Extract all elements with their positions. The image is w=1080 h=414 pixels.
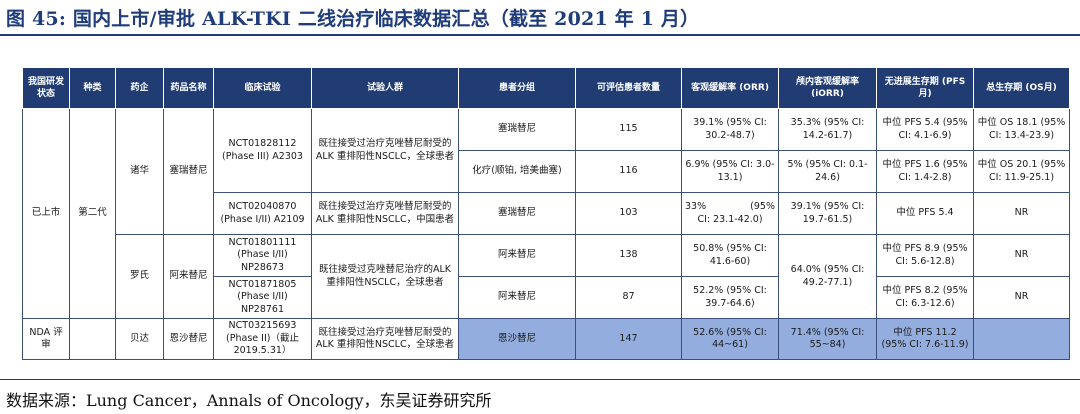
title-divider xyxy=(0,34,1080,36)
type-cell xyxy=(69,318,116,360)
pfs-cell: 中位 PFS 5.4 (95% CI: 4.1-6.9) xyxy=(876,108,974,151)
orr-cell: 52.6% (95% CI: 44~61) xyxy=(681,318,779,360)
header-os: 总生存期 (OS月) xyxy=(973,67,1070,109)
n-cell: 138 xyxy=(575,234,682,277)
header-row: 我国研发状态 种类 药企 药品名称 临床试验 试验人群 患者分组 可评估患者数量… xyxy=(22,67,1070,109)
os-cell: 中位 OS 20.1 (95% CI: 11.9-25.1) xyxy=(973,150,1070,193)
orr-cell: 39.1% (95% CI: 30.2-48.7) xyxy=(681,108,779,151)
population-cell: 既往接受过治疗克唑替尼耐受的 ALK 重排阳性NSCLC，中国患者 xyxy=(311,192,459,235)
table-row: 罗氏 阿来替尼 NCT01801111 (Phase I/II) NP28673… xyxy=(23,234,1070,319)
iorr-cell: 71.4% (95% CI: 55~84) xyxy=(778,318,877,360)
drug-cell: 塞瑞替尼 xyxy=(163,108,214,235)
ceritinib-alectinib-ensartinib-clinical-table: 我国研发状态 种类 药企 药品名称 临床试验 试验人群 患者分组 可评估患者数量… xyxy=(22,67,1070,360)
type-cell: 第二代 xyxy=(69,108,116,319)
company-cell: 罗氏 xyxy=(115,234,164,319)
os-cell: NR xyxy=(973,276,1070,319)
orr-ci-prefix: (95% xyxy=(750,201,775,212)
orr-value: 33% xyxy=(685,201,707,212)
drug-cell: 恩沙替尼 xyxy=(163,318,214,360)
population-cell: 既往接受过克唑替尼治疗的ALK 重排阳性NSCLC，全球患者 xyxy=(311,234,459,319)
group-cell: 塞瑞替尼 xyxy=(458,108,576,151)
group-cell: 化疗(顺铂, 培美曲塞) xyxy=(458,150,576,193)
orr-ci: CI: 23.1-42.0) xyxy=(697,213,763,225)
table-row: NCT02040870 (Phase I/II) A2109 既往接受过治疗克唑… xyxy=(23,192,1070,235)
pfs-cell: 中位 PFS 8.9 (95% CI: 5.6-12.8) xyxy=(876,234,974,277)
status-cell: 已上市 xyxy=(22,108,70,319)
group-cell: 塞瑞替尼 xyxy=(458,192,576,235)
table-row: 化疗(顺铂, 培美曲塞) 116 6.9% (95% CI: 3.0-13.1)… xyxy=(23,150,1070,193)
orr-cell: 6.9% (95% CI: 3.0-13.1) xyxy=(681,150,779,193)
trial-cell: NCT01828112 (Phase III) A2303 xyxy=(213,108,312,193)
iorr-cell: 39.1% (95% CI: 19.7-61.5) xyxy=(778,192,877,235)
group-cell: 阿来替尼 xyxy=(458,234,576,277)
source-note: 数据来源：Lung Cancer，Annals of Oncology，东吴证券… xyxy=(6,391,492,410)
n-cell: 116 xyxy=(575,150,682,193)
population-cell: 既往接受过治疗克唑替尼耐受的 ALK 重排阳性NSCLC，全球患者 xyxy=(311,318,459,360)
header-status: 我国研发状态 xyxy=(22,67,70,109)
group-cell: 阿来替尼 xyxy=(458,276,576,319)
trial-cell: NCT01871805 (Phase I/II) NP28761 xyxy=(213,276,312,319)
header-company: 药企 xyxy=(115,67,164,109)
trial-cell: NCT02040870 (Phase I/II) A2109 xyxy=(213,192,312,235)
trial-cell: NCT01801111 (Phase I/II) NP28673 xyxy=(213,234,312,277)
header-group: 患者分组 xyxy=(458,67,576,109)
header-drug: 药品名称 xyxy=(163,67,214,109)
table-row: 已上市 第二代 诸华 塞瑞替尼 NCT01828112 (Phase III) … xyxy=(22,108,1070,319)
os-cell: NR xyxy=(973,234,1070,277)
n-cell: 147 xyxy=(575,318,682,360)
iorr-cell: 64.0% (95% CI: 49.2-77.1) xyxy=(778,234,877,319)
company-cell: 诸华 xyxy=(115,108,164,235)
os-cell: NR xyxy=(973,192,1070,235)
os-cell: 中位 OS 18.1 (95% CI: 13.4-23.9) xyxy=(973,108,1070,151)
orr-cell: 52.2% (95% CI: 39.7-64.6) xyxy=(681,276,779,319)
pfs-cell: 中位 PFS 11.2 (95% CI: 7.6-11.9) xyxy=(876,318,974,360)
iorr-cell: 35.3% (95% CI: 14.2-61.7) xyxy=(778,108,877,151)
header-population: 试验人群 xyxy=(311,67,459,109)
table-row: NDA 评审 贝达 恩沙替尼 NCT03215693 (Phase II)（截止… xyxy=(22,318,1070,360)
pfs-cell: 中位 PFS 8.2 (95% CI: 6.3-12.6) xyxy=(876,276,974,319)
orr-cell: 50.8% (95% CI: 41.6-60) xyxy=(681,234,779,277)
group-cell: 恩沙替尼 xyxy=(458,318,576,360)
header-iorr: 颅内客观缓解率 (iORR) xyxy=(778,67,877,109)
pfs-cell: 中位 PFS 1.6 (95% CI: 1.4-2.8) xyxy=(876,150,974,193)
header-pfs: 无进展生存期 (PFS月) xyxy=(876,67,974,109)
orr-cell: 33% (95% CI: 23.1-42.0) xyxy=(681,192,779,235)
company-cell: 贝达 xyxy=(115,318,164,360)
os-cell xyxy=(973,318,1070,360)
header-trial: 临床试验 xyxy=(213,67,312,109)
header-type: 种类 xyxy=(69,67,116,109)
source-divider xyxy=(0,379,1080,380)
pfs-cell: 中位 PFS 5.4 xyxy=(876,192,974,235)
n-cell: 103 xyxy=(575,192,682,235)
header-orr: 客观缓解率 (ORR) xyxy=(681,67,779,109)
population-cell: 既往接受过治疗克唑替尼耐受的 ALK 重排阳性NSCLC，全球患者 xyxy=(311,108,459,193)
figure-title: 图 45: 国内上市/审批 ALK-TKI 二线治疗临床数据汇总（截至 2021… xyxy=(6,8,700,30)
drug-cell: 阿来替尼 xyxy=(163,234,214,319)
status-cell: NDA 评审 xyxy=(22,318,70,360)
n-cell: 115 xyxy=(575,108,682,151)
iorr-cell: 5% (95% CI: 0.1-24.6) xyxy=(778,150,877,193)
n-cell: 87 xyxy=(575,276,682,319)
trial-cell: NCT03215693 (Phase II)（截止 2019.5.31） xyxy=(213,318,312,360)
orr-split-line: 33% (95% xyxy=(685,201,775,214)
header-n: 可评估患者数量 xyxy=(575,67,682,109)
